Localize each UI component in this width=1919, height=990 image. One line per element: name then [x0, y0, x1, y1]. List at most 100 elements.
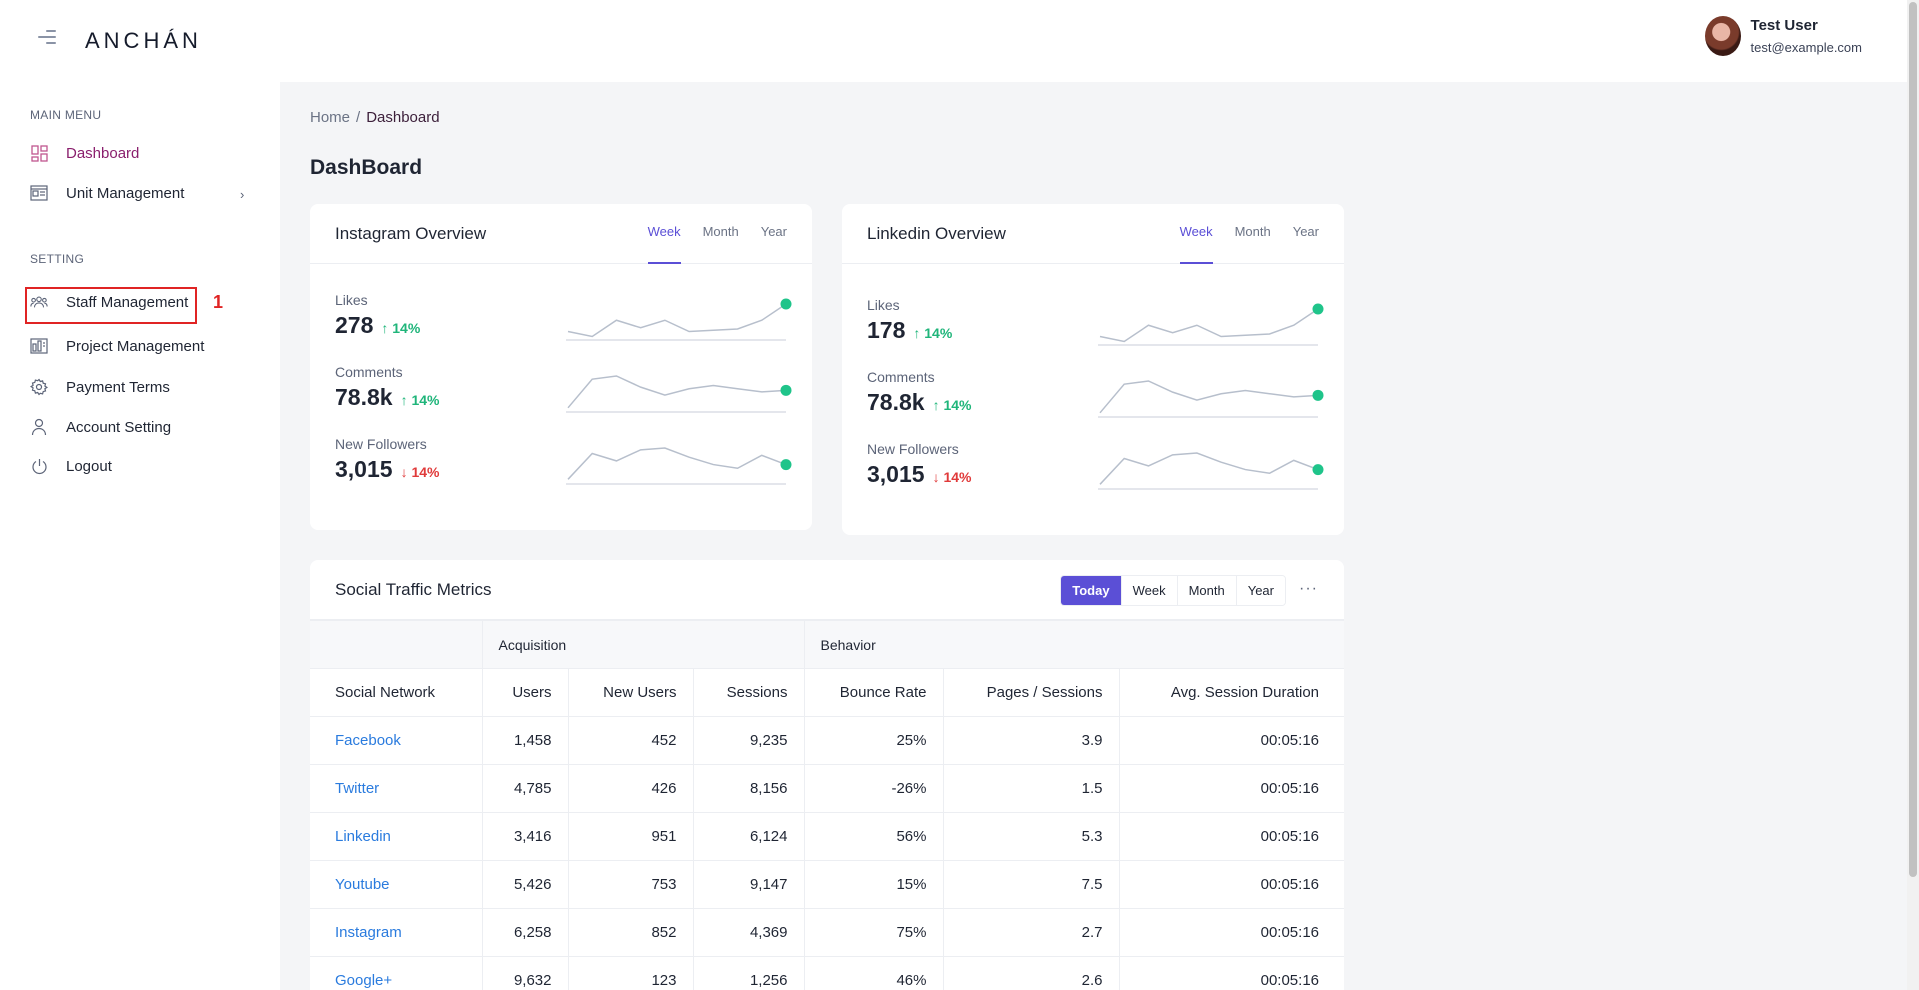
sparkline-series — [1099, 380, 1319, 414]
main-menu-heading: MAIN MENU — [30, 108, 102, 122]
comments-sparkline — [1098, 380, 1324, 418]
cell-sessions: 4,369 — [692, 908, 805, 957]
stat-label: New Followers — [867, 441, 959, 457]
cell-users: 1,458 — [481, 716, 569, 765]
cell-duration: 00:05:16 — [1118, 812, 1344, 861]
network-link[interactable]: Instagram — [310, 908, 483, 957]
cell-bounce-rate: 46% — [803, 956, 944, 990]
traffic-table: Acquisition Behavior Social Network User… — [310, 620, 1344, 990]
tab-year[interactable]: Year — [1292, 224, 1319, 239]
period-tabs: Week Month Year — [626, 224, 787, 264]
sidebar-item-unit-management[interactable]: Unit Management — [30, 184, 184, 202]
stat-label: Likes — [335, 292, 368, 308]
network-link[interactable]: Facebook — [310, 716, 483, 765]
arrow-down-icon: ↓ — [932, 469, 944, 485]
cell-duration: 00:05:16 — [1118, 956, 1344, 990]
stat-value: 3,015 — [867, 461, 925, 487]
tab-month[interactable]: Month — [1234, 224, 1271, 239]
annotation-highlight-box — [25, 287, 197, 324]
period-button-group: Today Week Month Year — [1060, 575, 1286, 606]
table-row: Instagram 6,258 852 4,369 75% 2.7 00:05:… — [310, 908, 1344, 957]
tab-month[interactable]: Month — [702, 224, 739, 239]
stat-value: 78.8k — [867, 389, 925, 415]
stat-comments: Comments 78.8k ↑ 14% — [335, 364, 439, 411]
chevron-right-icon[interactable]: › — [240, 187, 245, 202]
scrollbar-thumb[interactable] — [1909, 2, 1917, 877]
col-new-users: New Users — [567, 668, 694, 717]
group-empty — [310, 620, 483, 669]
period-tabs: Week Month Year — [1158, 224, 1319, 264]
card-header: Linkedin Overview Week Month Year — [842, 204, 1344, 264]
sidebar-item-label: Unit Management — [66, 184, 185, 202]
sidebar-item-project-management[interactable]: Project Management — [30, 337, 204, 355]
cell-new-users: 753 — [567, 860, 694, 909]
cell-new-users: 123 — [567, 956, 694, 990]
tab-week[interactable]: Week — [1179, 224, 1213, 264]
stat-label: New Followers — [335, 436, 427, 452]
sparkline-series — [567, 447, 787, 480]
sparkline-series — [1099, 452, 1319, 485]
today-button[interactable]: Today — [1061, 576, 1122, 605]
month-button[interactable]: Month — [1177, 576, 1237, 605]
cell-new-users: 426 — [567, 764, 694, 813]
sidebar-item-label: Account Setting — [66, 418, 172, 436]
menu-toggle-icon[interactable] — [38, 30, 60, 50]
cell-bounce-rate: 75% — [803, 908, 944, 957]
cell-sessions: 6,124 — [692, 812, 805, 861]
cell-users: 9,632 — [481, 956, 569, 990]
sparkline-endpoint — [1312, 464, 1324, 476]
sidebar: MAIN MENU Dashboard Unit Management › SE… — [0, 82, 280, 990]
project-icon — [30, 337, 48, 355]
week-button[interactable]: Week — [1121, 576, 1178, 605]
card-header: Social Traffic Metrics Today Week Month … — [310, 560, 1344, 620]
arrow-up-icon: ↑ — [400, 392, 412, 408]
stat-value: 278 — [335, 312, 374, 338]
breadcrumb-home[interactable]: Home — [310, 109, 351, 126]
sparkline-series — [567, 303, 787, 338]
cell-sessions: 9,235 — [692, 716, 805, 765]
user-icon — [30, 418, 48, 436]
col-social-network: Social Network — [310, 668, 483, 717]
sidebar-item-dashboard[interactable]: Dashboard — [30, 144, 139, 162]
cell-sessions: 9,147 — [692, 860, 805, 909]
col-users: Users — [481, 668, 569, 717]
tab-year[interactable]: Year — [760, 224, 787, 239]
network-link[interactable]: Linkedin — [310, 812, 483, 861]
sidebar-item-account-setting[interactable]: Account Setting — [30, 418, 171, 436]
cell-pages-sessions: 1.5 — [942, 764, 1120, 813]
year-button[interactable]: Year — [1236, 576, 1285, 605]
avatar[interactable] — [1704, 16, 1741, 56]
sidebar-item-label: Logout — [66, 457, 112, 475]
stat-likes: Likes 278 ↑ 14% — [335, 292, 420, 339]
user-profile[interactable]: Test User test@example.com — [1704, 16, 1862, 56]
network-link[interactable]: Youtube — [310, 860, 483, 909]
cell-pages-sessions: 7.5 — [942, 860, 1120, 909]
cell-users: 4,785 — [481, 764, 569, 813]
more-options-icon[interactable]: ··· — [1299, 580, 1318, 597]
table-header: Social Network Users New Users Sessions … — [310, 668, 1344, 717]
network-link[interactable]: Twitter — [310, 764, 483, 813]
tab-week[interactable]: Week — [647, 224, 681, 264]
breadcrumb-current: Dashboard — [366, 109, 440, 126]
network-link[interactable]: Google+ — [310, 956, 483, 990]
stat-change-up: ↑ 14% — [913, 325, 952, 341]
sparkline-endpoint — [780, 298, 792, 310]
cell-duration: 00:05:16 — [1118, 860, 1344, 909]
group-behavior: Behavior — [803, 620, 1344, 669]
comments-sparkline — [566, 375, 792, 413]
stat-change-value: 14% — [392, 320, 421, 336]
stat-change-value: 14% — [943, 469, 972, 485]
sidebar-item-logout[interactable]: Logout — [30, 457, 112, 475]
col-sessions: Sessions — [692, 668, 805, 717]
table-row: Twitter 4,785 426 8,156 -26% 1.5 00:05:1… — [310, 764, 1344, 813]
cell-pages-sessions: 3.9 — [942, 716, 1120, 765]
cell-sessions: 8,156 — [692, 764, 805, 813]
stat-change-value: 14% — [943, 397, 972, 413]
sidebar-item-payment-terms[interactable]: Payment Terms — [30, 378, 170, 396]
cell-pages-sessions: 2.7 — [942, 908, 1120, 957]
table-row: Google+ 9,632 123 1,256 46% 2.6 00:05:16 — [310, 956, 1344, 990]
app-logo[interactable]: ANCHÁN — [85, 28, 202, 53]
page-scrollbar[interactable] — [1907, 0, 1919, 990]
cell-sessions: 1,256 — [692, 956, 805, 990]
sidebar-item-staff-management[interactable]: Staff Management — [30, 293, 188, 311]
